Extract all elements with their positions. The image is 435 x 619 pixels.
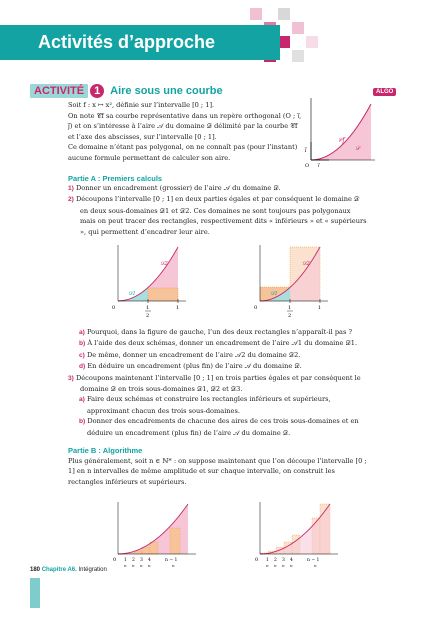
activity-title: Aire sous une courbe xyxy=(110,85,223,97)
domain-label: 𝒟 xyxy=(355,145,361,152)
partA-questions: a) Pourquoi, dans la figure de gauche, l… xyxy=(68,327,368,438)
zero-label: 0 xyxy=(254,305,257,311)
partB-paragraph: Plus généralement, soit n ∈ ℕ* : on supp… xyxy=(68,457,367,486)
one-label: 1 xyxy=(318,305,321,311)
origin-label: O xyxy=(305,163,309,169)
tick-den: n xyxy=(290,563,293,568)
item-number: 2) xyxy=(68,196,74,204)
half-den: 2 xyxy=(288,313,291,319)
question-text: Donner des encadrements de chacune des a… xyxy=(87,417,359,437)
intro-text: Soit f : x ↦ x², définie sur l’intervall… xyxy=(68,100,306,164)
figure-upper-rectangles: 𝒟2 𝒟1 0 1 2 1 xyxy=(254,245,328,319)
activity-label: ACTIVITÉ xyxy=(30,84,89,98)
item-number: 1) xyxy=(68,185,74,192)
tick-num: 1 xyxy=(266,557,269,563)
intro-line: Ce domaine n’étant pas polygonal, on ne … xyxy=(68,143,298,162)
intro-figure: 𝒞f 𝒟 j⃗ i⃗ O xyxy=(304,98,375,169)
algo-badge: ALGO xyxy=(373,88,397,96)
tick-num: 4 xyxy=(148,557,151,563)
figure-n-upper: 0 1 2 3 4 n − 1 n n n n n xyxy=(255,502,338,568)
tick-num: n − 1 xyxy=(165,557,178,563)
question-text: À l’aide des deux schémas, donner un enc… xyxy=(87,339,358,348)
intro-line: Soit f : x ↦ x², définie sur l’intervall… xyxy=(68,101,215,109)
question-number: c) xyxy=(79,351,85,359)
zero-label: 0 xyxy=(112,305,115,311)
tick-den: n xyxy=(274,563,277,568)
chapter-label: Chapitre A6. xyxy=(41,567,77,573)
partB-text: Plus généralement, soit n ∈ ℕ* : on supp… xyxy=(68,456,368,487)
d2-label: 𝒟2 xyxy=(160,261,168,267)
question-text: Pourquoi, dans la figure de gauche, l’un… xyxy=(86,328,353,336)
question-text: Faire deux schémas et construire les rec… xyxy=(86,395,331,415)
d1-label: 𝒟1 xyxy=(270,291,278,297)
half-num: 1 xyxy=(146,305,149,311)
activity-header: ACTIVITÉ 1 Aire sous une courbe xyxy=(30,83,223,99)
page-footer: 180 Chapitre A6. Intégration xyxy=(30,567,107,573)
half-den: 2 xyxy=(146,313,149,319)
tick-den: n xyxy=(266,563,269,568)
tick-den: n xyxy=(140,563,143,568)
tick-num: 3 xyxy=(140,557,143,563)
zero-label: 0 xyxy=(113,557,116,563)
i-label: i⃗ xyxy=(317,163,320,169)
question-number: b) xyxy=(79,340,86,348)
tick-num: 3 xyxy=(282,557,285,563)
tick-den: n xyxy=(314,563,317,568)
figure-lower-rectangles: 𝒟2 𝒟1 0 1 2 1 xyxy=(112,245,186,319)
d1-label: 𝒟1 xyxy=(128,291,136,297)
question-number: a) xyxy=(79,329,85,336)
partA-items: 1) Donner un encadrement (grossier) de l… xyxy=(68,183,368,237)
question-text: En déduire un encadrement (plus fin) de … xyxy=(87,362,302,371)
tick-den: n xyxy=(172,563,175,568)
question-number: d) xyxy=(79,363,86,371)
banner-title: Activités d’approche xyxy=(0,25,280,60)
intro-line: On note 𝒞f sa courbe représentative dans… xyxy=(68,111,302,141)
d2-label: 𝒟2 xyxy=(302,261,310,267)
item-text: Donner un encadrement (grossier) de l’ai… xyxy=(75,184,281,192)
partA-title: Partie A : Premiers calculs xyxy=(68,174,163,183)
tick-den: n xyxy=(282,563,285,568)
tick-num: 1 xyxy=(124,557,127,563)
question-number: a) xyxy=(79,396,85,404)
one-label: 1 xyxy=(176,305,179,311)
item-number: 3) xyxy=(68,374,74,382)
tick-num: n − 1 xyxy=(307,557,320,563)
question-number: b) xyxy=(79,418,86,426)
zero-label: 0 xyxy=(255,557,258,563)
item-text: Découpons maintenant l’intervalle [0 ; 1… xyxy=(75,373,361,394)
footer-tab xyxy=(30,578,40,608)
chapter-topic: Intégration xyxy=(78,567,107,573)
tick-num: 2 xyxy=(274,557,277,563)
tick-den: n xyxy=(124,563,127,568)
half-num: 1 xyxy=(288,305,291,311)
tick-num: 2 xyxy=(132,557,135,563)
j-label: j⃗ xyxy=(304,147,307,153)
tick-den: n xyxy=(148,563,151,568)
partB-title: Partie B : Algorithme xyxy=(68,446,143,455)
page-number: 180 xyxy=(30,567,41,573)
item-text: Découpons l’intervalle [0 ; 1] en deux p… xyxy=(75,195,367,236)
figure-n-lower: 0 1 2 3 4 n − 1 n n n n n xyxy=(113,502,196,568)
question-text: De même, donner un encadrement de l’aire… xyxy=(86,350,301,359)
curve-label: 𝒞f xyxy=(338,137,346,144)
tick-num: 4 xyxy=(290,557,293,563)
tick-den: n xyxy=(132,563,135,568)
activity-number: 1 xyxy=(90,84,105,98)
